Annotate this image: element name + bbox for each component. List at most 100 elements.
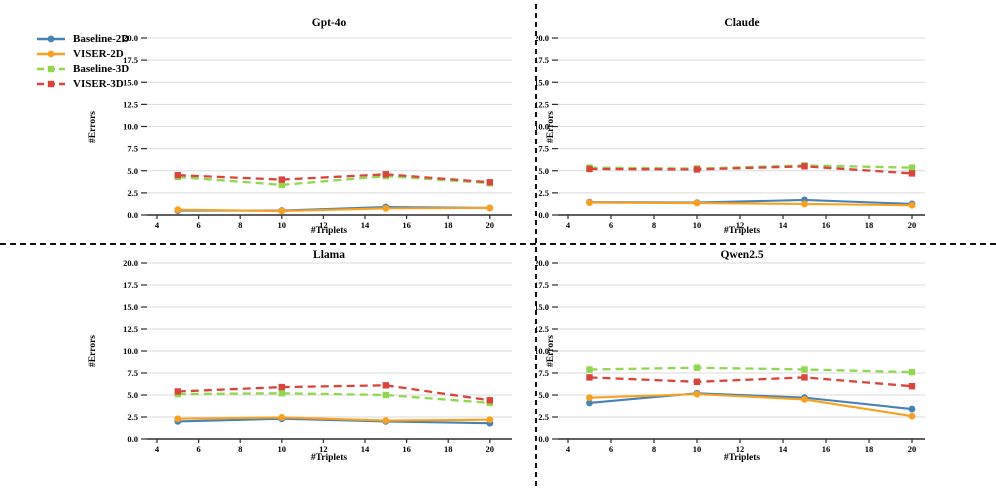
x-tick-label: 4 bbox=[566, 444, 571, 454]
data-point-marker bbox=[693, 390, 701, 398]
series-viser-2d bbox=[174, 414, 494, 424]
y-tick-label: 12.5 bbox=[123, 324, 138, 334]
x-tick-label: 16 bbox=[402, 220, 411, 230]
legend-marker bbox=[47, 65, 55, 72]
data-point-marker bbox=[801, 396, 808, 403]
series-line bbox=[589, 393, 913, 418]
data-point-marker bbox=[486, 204, 494, 212]
x-tick-label: 20 bbox=[908, 444, 917, 454]
data-point-marker bbox=[174, 415, 182, 423]
data-point-marker bbox=[693, 364, 701, 371]
y-tick-label: 2.5 bbox=[127, 188, 138, 198]
data-point-marker bbox=[278, 383, 285, 391]
y-tick-label: 12.5 bbox=[536, 99, 549, 109]
y-tick-label: 0.0 bbox=[538, 434, 549, 444]
x-tick-label: 6 bbox=[196, 220, 200, 230]
y-tick-label: 10.0 bbox=[123, 122, 138, 132]
legend-label: Baseline-3D bbox=[73, 62, 130, 75]
series-viser-3d bbox=[586, 374, 916, 390]
y-tick-label: 12.5 bbox=[123, 99, 138, 109]
data-point-marker bbox=[693, 378, 701, 385]
series-viser-3d bbox=[174, 171, 493, 186]
x-tick-label: 20 bbox=[486, 444, 495, 454]
y-tick-label: 15.0 bbox=[536, 302, 549, 312]
series-line bbox=[177, 174, 490, 187]
y-tick-label: 5.0 bbox=[538, 390, 549, 400]
legend-item-viser-2d: VISER-2D bbox=[36, 46, 129, 61]
series-viser-2d bbox=[586, 390, 916, 420]
legend-marker bbox=[47, 50, 55, 57]
chart-plot-qwen2-5: 0.0 2.5 5.0 7.5 10.0 12.5 15.0 17.5 20.0 4 6 8 10 12 1… bbox=[536, 258, 925, 454]
y-tick-label: 2.5 bbox=[127, 412, 138, 422]
legend-label: VISER-3D bbox=[73, 77, 124, 90]
legend-marker bbox=[47, 80, 55, 87]
x-axis-label: #Triplets bbox=[723, 453, 761, 463]
x-tick-label: 10 bbox=[693, 444, 702, 454]
y-tick-label: 0.0 bbox=[127, 210, 138, 220]
data-point-marker bbox=[908, 164, 916, 171]
chart-panel-llama: 0.0 2.5 5.0 7.5 10.0 12.5 15.0 17.5 20.0 4 6 8 10 12 1… bbox=[0, 243, 536, 491]
x-tick-label: 6 bbox=[196, 444, 200, 454]
x-axis-label: #Triplets bbox=[310, 453, 348, 463]
y-tick-label: 20.0 bbox=[536, 33, 549, 43]
legend-marker bbox=[47, 35, 55, 42]
series-line bbox=[589, 392, 913, 411]
data-point-marker bbox=[278, 414, 286, 421]
y-tick-label: 17.5 bbox=[123, 280, 138, 290]
y-tick-label: 7.5 bbox=[538, 144, 549, 154]
vertical-dashed-divider bbox=[535, 4, 537, 487]
x-tick-label: 8 bbox=[238, 220, 242, 230]
data-point-marker bbox=[382, 204, 390, 212]
data-point-marker bbox=[586, 199, 593, 207]
y-tick-label: 7.5 bbox=[127, 368, 138, 378]
y-tick-label: 20.0 bbox=[123, 33, 138, 43]
series-line bbox=[177, 416, 490, 422]
x-tick-label: 12 bbox=[736, 444, 745, 454]
y-tick-label: 0.0 bbox=[127, 434, 138, 444]
data-point-marker bbox=[382, 382, 389, 389]
y-tick-label: 12.5 bbox=[536, 324, 549, 334]
chart-title: Qwen2.5 bbox=[720, 249, 764, 261]
series-line bbox=[589, 366, 913, 374]
data-point-marker bbox=[278, 181, 285, 189]
data-point-marker bbox=[586, 399, 593, 407]
x-tick-label: 8 bbox=[238, 444, 242, 454]
x-tick-label: 16 bbox=[822, 444, 831, 454]
series-line bbox=[177, 392, 490, 405]
data-point-marker bbox=[693, 166, 701, 173]
y-tick-label: 20.0 bbox=[536, 258, 549, 268]
chart-plot-claude: 0.0 2.5 5.0 7.5 10.0 12.5 15.0 17.5 20.0 4 6 8 10 12 1… bbox=[536, 33, 925, 230]
data-point-marker bbox=[908, 201, 916, 209]
chart-title: Claude bbox=[724, 17, 760, 29]
y-tick-label: 10.0 bbox=[536, 122, 549, 132]
y-tick-label: 10.0 bbox=[123, 346, 138, 356]
legend-line-sample-icon bbox=[37, 65, 65, 72]
x-tick-label: 14 bbox=[779, 444, 788, 454]
data-point-marker bbox=[174, 206, 182, 214]
x-tick-label: 16 bbox=[822, 220, 831, 230]
y-axis-label: #Errors bbox=[88, 334, 98, 368]
series-line bbox=[589, 376, 913, 388]
series-baseline-3d bbox=[586, 364, 916, 376]
x-tick-label: 16 bbox=[402, 444, 411, 454]
data-point-marker bbox=[908, 383, 916, 390]
data-point-marker bbox=[586, 374, 593, 381]
x-tick-label: 10 bbox=[693, 220, 702, 230]
data-point-marker bbox=[382, 171, 389, 178]
y-tick-label: 2.5 bbox=[538, 412, 549, 422]
x-tick-label: 10 bbox=[278, 220, 287, 230]
x-tick-label: 4 bbox=[155, 220, 160, 230]
series-viser-2d bbox=[586, 199, 916, 209]
data-point-marker bbox=[801, 366, 808, 373]
x-tick-label: 14 bbox=[779, 220, 788, 230]
legend-item-viser-3d: VISER-3D bbox=[36, 76, 129, 91]
data-point-marker bbox=[278, 176, 285, 183]
y-tick-label: 17.5 bbox=[123, 55, 138, 65]
chart-panel-qwen2-5: 0.0 2.5 5.0 7.5 10.0 12.5 15.0 17.5 20.0 4 6 8 10 12 1… bbox=[536, 243, 996, 491]
legend-item-baseline-2d: Baseline-2D bbox=[36, 31, 129, 46]
chart-title: Gpt-4o bbox=[311, 17, 347, 29]
x-tick-label: 4 bbox=[566, 220, 571, 230]
legend: Baseline-2D VISER-2D Baseline-3D VISER-3… bbox=[36, 31, 129, 91]
data-point-marker bbox=[278, 390, 285, 397]
series-line bbox=[177, 384, 490, 402]
